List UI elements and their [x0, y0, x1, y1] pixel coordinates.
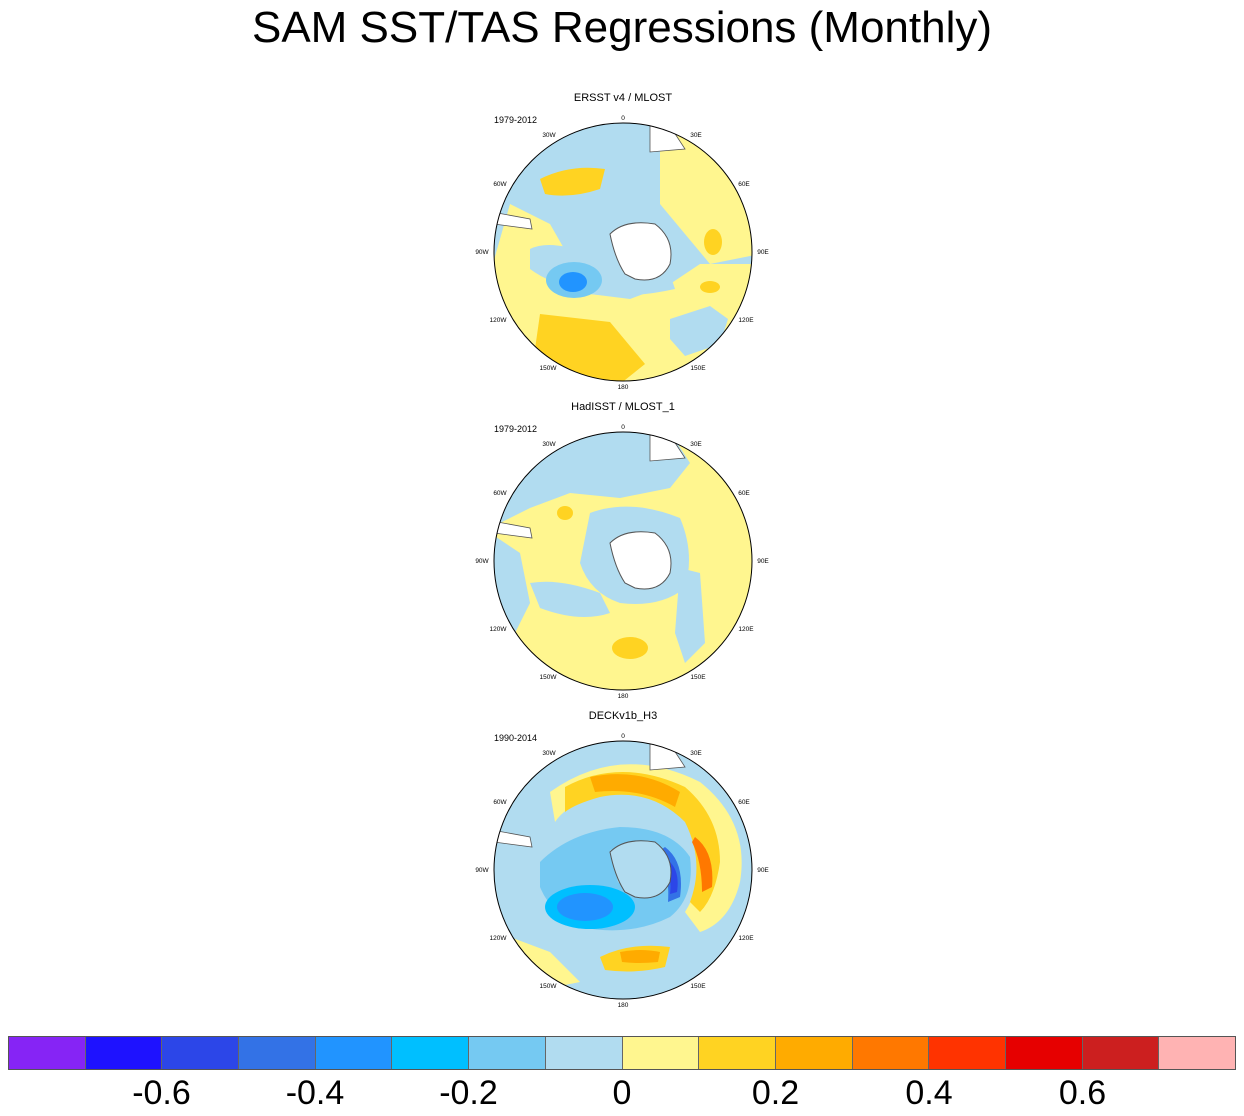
panel-title: DECKv1b_H3 — [588, 710, 658, 722]
colorbar-box — [699, 1037, 776, 1069]
panel-period: 1990-2014 — [494, 733, 538, 743]
lon-label-30e: 30E — [690, 441, 702, 448]
lon-label-60e: 60E — [738, 799, 750, 806]
lon-label-60w: 60W — [493, 181, 507, 188]
panel-title: HadISST / MLOST_1 — [571, 401, 675, 413]
lon-label-90w: 90W — [475, 558, 489, 565]
lon-label-150w: 150W — [540, 983, 558, 990]
colorbar-box — [775, 1037, 853, 1069]
map-panel-1: ERSST v4 / MLOST 1979-2012 0 30E 60E 90E… — [470, 92, 776, 394]
lon-label-90w: 90W — [475, 867, 489, 874]
figure-title: SAM SST/TAS Regressions (Monthly) — [251, 3, 993, 52]
colorbar-box — [162, 1037, 240, 1069]
polar-map: 0 30E 60E 90E 120E 150E 180 150W 120W 90… — [475, 115, 769, 391]
lon-label-120w: 120W — [490, 626, 508, 633]
colorbar-tick-label: -0.2 — [439, 1074, 498, 1112]
panel-period: 1979-2012 — [494, 424, 538, 434]
colorbar-tick-label: -0.4 — [285, 1074, 345, 1112]
colorbar-box — [1082, 1037, 1160, 1069]
map-panel-3: DECKv1b_H3 1990-2014 0 30E 60E — [470, 710, 776, 1012]
lon-label-30w: 30W — [542, 132, 556, 139]
colorbar-tick-label: 0 — [612, 1074, 632, 1112]
lon-label-120e: 120E — [738, 626, 754, 633]
lon-label-60w: 60W — [493, 799, 507, 806]
lon-label-0: 0 — [621, 115, 625, 122]
lon-label-30e: 30E — [690, 750, 702, 757]
colorbar-box — [852, 1037, 930, 1069]
colorbar-tick-label: 0.2 — [751, 1074, 800, 1112]
lon-label-60w: 60W — [493, 490, 507, 497]
lon-label-0: 0 — [621, 733, 625, 740]
polar-map: 0 30E 60E 90E 120E 150E 180 150W 120W 90… — [475, 733, 769, 1009]
lon-label-30w: 30W — [542, 750, 556, 757]
colorbar-box — [545, 1037, 623, 1069]
colorbar-box — [315, 1037, 393, 1069]
lon-label-90e: 90E — [757, 558, 769, 565]
colorbar-tick-label: 0.6 — [1058, 1074, 1107, 1112]
colorbar-tick-label: 0.4 — [905, 1074, 953, 1112]
lon-label-180: 180 — [618, 1002, 629, 1009]
lon-label-60e: 60E — [738, 181, 750, 188]
lon-label-90w: 90W — [475, 249, 489, 256]
colorbar-tick-label: -0.6 — [132, 1074, 191, 1112]
colorbar-box — [239, 1037, 316, 1069]
lon-label-150w: 150W — [540, 365, 558, 372]
lon-label-60e: 60E — [738, 490, 750, 497]
longitude-labels: 0 30E 60E 90E 120E 150E 180 150W 120W 90… — [475, 733, 769, 1009]
lon-label-120w: 120W — [490, 935, 508, 942]
lon-label-180: 180 — [618, 693, 629, 700]
lon-label-120w: 120W — [490, 317, 508, 324]
longitude-labels: 0 30E 60E 90E 120E 150E 180 150W 120W 90… — [475, 424, 769, 700]
lon-label-90e: 90E — [757, 249, 769, 256]
colorbar — [8, 1036, 1236, 1070]
lon-label-90e: 90E — [757, 867, 769, 874]
lon-label-150e: 150E — [690, 365, 706, 372]
lon-label-150e: 150E — [690, 983, 706, 990]
colorbar-box — [85, 1037, 163, 1069]
map-panel-2: HadISST / MLOST_1 1979-2012 0 30E 60E 90… — [470, 401, 776, 703]
lon-label-0: 0 — [621, 424, 625, 431]
colorbar-box — [1159, 1037, 1235, 1069]
polar-map: 0 30E 60E 90E 120E 150E 180 150W 120W 90… — [475, 424, 769, 700]
panel-period: 1979-2012 — [494, 115, 538, 125]
longitude-labels: 0 30E 60E 90E 120E 150E 180 150W 120W 90… — [475, 115, 769, 391]
lon-label-150e: 150E — [690, 674, 706, 681]
lon-label-120e: 120E — [738, 935, 754, 942]
colorbar-box — [929, 1037, 1006, 1069]
lon-label-30e: 30E — [690, 132, 702, 139]
lon-label-180: 180 — [618, 384, 629, 391]
panel-title: ERSST v4 / MLOST — [573, 92, 673, 104]
colorbar-box — [9, 1037, 86, 1069]
colorbar-box — [1005, 1037, 1083, 1069]
lon-label-150w: 150W — [540, 674, 558, 681]
lon-label-120e: 120E — [738, 317, 754, 324]
colorbar-box — [622, 1037, 700, 1069]
lon-label-30w: 30W — [542, 441, 556, 448]
colorbar-box — [469, 1037, 546, 1069]
colorbar-box — [392, 1037, 470, 1069]
